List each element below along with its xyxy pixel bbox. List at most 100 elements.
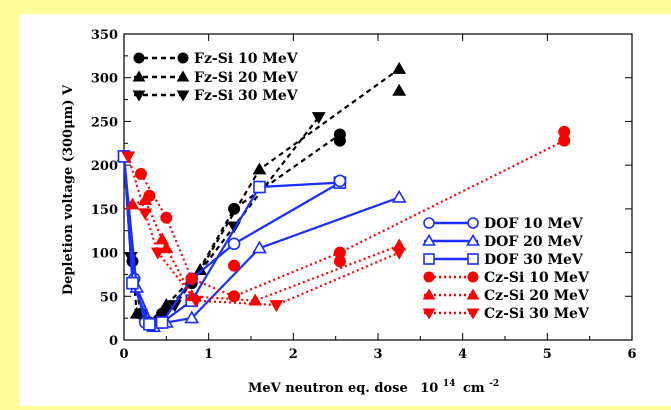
data-point-dof-30-mev	[126, 276, 139, 290]
legend-entry-fz-si-30-mev: Fz-Si 30 MeV	[132, 88, 299, 104]
y-tick-label: 300	[91, 72, 118, 87]
data-point-cz-si-30-mev	[189, 295, 203, 308]
legend-marker	[423, 271, 435, 283]
data-point-fz-si-20-mev	[392, 61, 407, 74]
data-point-cz-si-30-mev	[392, 247, 407, 260]
x-axis-label: MeV neutron eq. dose 10 14 cm -2	[248, 375, 499, 396]
legend-label: Cz-Si 30 MeV	[484, 306, 590, 322]
x-tick-label: 0	[119, 347, 128, 362]
data-point-fz-si-30-mev	[167, 300, 182, 313]
data-point-fz-si-20-mev	[392, 83, 407, 96]
legend-label: DOF 10 MeV	[484, 216, 584, 232]
data-point-dof-30-mev	[143, 317, 156, 331]
axes: 0 1 2 3 4 5 6 0 50 100 150 200 250 300 350	[91, 28, 637, 362]
legend-marker	[133, 52, 145, 64]
data-point-dof-20-mev	[391, 189, 407, 203]
legend-marker	[466, 308, 480, 320]
legend-entry-dof-10-mev: DOF 10 MeV	[423, 216, 584, 232]
y-tick-label: 150	[91, 203, 118, 218]
y-tick-label: 0	[109, 334, 118, 349]
y-tick-label: 350	[91, 28, 118, 43]
legend-marker	[467, 271, 479, 283]
legend-marker	[177, 52, 189, 64]
x-tick-label: 4	[458, 347, 467, 362]
y-tick-label: 200	[91, 159, 118, 174]
x-tick-label: 5	[543, 347, 552, 362]
data-point-cz-si-10-mev	[228, 259, 241, 272]
data-point-cz-si-20-mev	[159, 241, 174, 254]
legend-marker	[422, 308, 436, 320]
y-tick-label: 100	[91, 247, 118, 262]
legend-label: DOF 30 MeV	[484, 252, 584, 268]
legend-entry-cz-si-20-mev: Cz-Si 20 MeV	[422, 288, 590, 304]
series-line-cz-si-30-mev	[127, 156, 400, 307]
data-point-cz-si-20-mev	[248, 293, 263, 306]
legend-marker	[466, 288, 480, 300]
legend: Fz-Si 10 MeV Fz-Si 20 MeV Fz-Si 30 MeV DOF …	[132, 51, 590, 322]
legend-label: Fz-Si 30 MeV	[194, 88, 299, 104]
x-tick-label: 1	[204, 347, 213, 362]
legend-entry-cz-si-30-mev: Cz-Si 30 MeV	[422, 306, 590, 322]
legend-marker	[132, 90, 146, 102]
data-point-cz-si-10-mev	[185, 272, 198, 285]
data-point-fz-si-20-mev	[252, 162, 267, 175]
data-point-fz-si-10-mev	[228, 202, 241, 215]
x-axis-label-unit: 10	[420, 381, 438, 396]
data-point-cz-si-10-mev	[558, 125, 571, 138]
series-line-fz-si-10-mev	[122, 133, 341, 324]
legend-entry-cz-si-10-mev: Cz-Si 10 MeV	[423, 270, 590, 286]
legend-marker	[176, 90, 190, 102]
y-axis-label: Depletion voltage (300μm) V	[61, 84, 76, 295]
legend-label: Fz-Si 20 MeV	[194, 70, 299, 86]
x-tick-label: 2	[289, 347, 298, 362]
data-point-cz-si-10-mev	[143, 189, 156, 202]
x-axis-label-cm: cm	[463, 381, 485, 396]
legend-entry-dof-20-mev: DOF 20 MeV	[422, 233, 584, 250]
legend-entry-dof-30-mev: DOF 30 MeV	[423, 252, 584, 268]
data-point-dof-10-mev	[333, 174, 347, 188]
legend-entry-fz-si-20-mev: Fz-Si 20 MeV	[132, 70, 299, 86]
legend-marker	[422, 233, 436, 246]
data-point-cz-si-30-mev	[121, 151, 136, 164]
legend-label: Cz-Si 10 MeV	[484, 270, 590, 286]
x-axis-label-exp: 14	[443, 379, 456, 389]
data-point-dof-20-mev	[184, 310, 200, 324]
data-point-fz-si-20-mev	[159, 297, 174, 310]
legend-marker	[466, 233, 480, 246]
legend-marker	[423, 253, 435, 265]
legend-label: Fz-Si 10 MeV	[194, 51, 299, 67]
x-axis-label-cm-exp: -2	[489, 379, 499, 389]
data-point-fz-si-30-mev	[311, 112, 326, 125]
data-point-fz-si-10-mev	[333, 134, 346, 147]
y-tick-label: 250	[91, 115, 118, 130]
series-cz-si-10-mev	[134, 134, 571, 303]
data-point-cz-si-10-mev	[134, 167, 147, 180]
data-point-dof-30-mev	[253, 180, 266, 194]
legend-marker	[422, 288, 436, 300]
legend-label: Cz-Si 20 MeV	[484, 288, 590, 304]
legend-marker	[176, 70, 190, 82]
x-tick-label: 6	[627, 347, 636, 362]
legend-marker	[467, 253, 479, 265]
x-axis-label-text: MeV neutron eq. dose	[248, 381, 408, 396]
legend-marker	[423, 217, 435, 229]
legend-marker	[132, 70, 146, 82]
data-point-dof-30-mev	[155, 316, 169, 329]
x-tick-label: 3	[373, 347, 382, 362]
data-point-cz-si-20-mev	[155, 232, 170, 245]
legend-marker	[467, 217, 479, 229]
legend-entry-fz-si-10-mev: Fz-Si 10 MeV	[133, 51, 299, 67]
data-point-cz-si-30-mev	[269, 300, 284, 313]
data-point-cz-si-20-mev	[125, 197, 140, 210]
series-cz-si-30-mev	[121, 151, 407, 313]
data-point-cz-si-30-mev	[138, 208, 153, 221]
data-point-dof-20-mev	[252, 240, 267, 254]
data-point-cz-si-10-mev	[160, 211, 173, 224]
series-layer	[116, 61, 571, 333]
y-tick-label: 50	[100, 290, 118, 305]
data-point-cz-si-10-mev	[333, 255, 346, 268]
data-point-dof-10-mev	[227, 237, 241, 251]
legend-label: DOF 20 MeV	[484, 234, 584, 250]
